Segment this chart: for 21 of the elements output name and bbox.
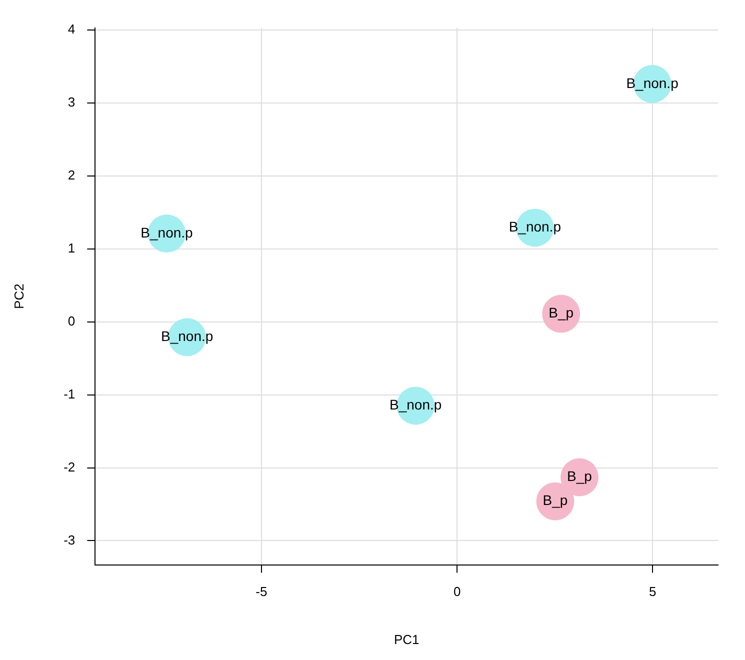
annotation: B_non.p: [508, 218, 562, 235]
annotation: B_p: [567, 468, 592, 484]
y-tick-label: 2: [68, 167, 76, 182]
annotation: B_non.p: [161, 328, 214, 344]
annotation: B_p: [548, 304, 574, 321]
annotation: B_non.p: [389, 396, 442, 413]
y-tick-label: 0: [68, 313, 76, 328]
y-tick-label: 1: [68, 240, 76, 256]
y-tick-label: 3: [68, 94, 76, 110]
x-tick-label: 5: [649, 584, 656, 600]
y-tick-label: -2: [64, 459, 76, 474]
y-tick-label: 4: [68, 22, 76, 37]
x-tick-label: 0: [453, 584, 461, 600]
annotation: B_non.p: [140, 224, 194, 240]
annotation: B_non.p: [626, 74, 679, 91]
y-tick-label: -1: [64, 386, 76, 402]
x-tick-label: -5: [256, 584, 268, 600]
x-axis-title: PC1: [394, 632, 420, 647]
y-tick-label: -3: [64, 532, 76, 548]
y-axis-title: PC2: [11, 284, 26, 309]
annotation: B_p: [542, 492, 568, 508]
